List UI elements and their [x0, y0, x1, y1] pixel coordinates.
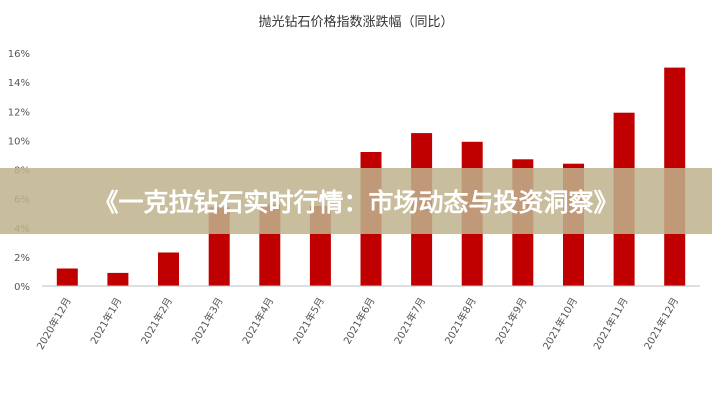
x-tick-label: 2021年7月 [391, 295, 428, 346]
x-tick-label: 2020年12月 [34, 295, 74, 352]
y-tick-label: 0% [14, 282, 30, 293]
x-tick-label: 2021年11月 [590, 295, 630, 352]
bar [107, 272, 129, 286]
x-axis-ticks: 2020年12月 2021年1月 2021年2月 2021年3月 2021年4月 2021… [34, 295, 682, 352]
bar [158, 252, 179, 286]
x-tick-label: 2021年12月 [641, 295, 681, 352]
x-tick-label: 2021年10月 [540, 295, 580, 352]
x-tick-label: 2021年3月 [189, 295, 226, 346]
y-tick-label: 2% [14, 253, 30, 264]
x-tick-label: 2021年4月 [239, 295, 276, 346]
x-tick-label: 2021年2月 [138, 295, 175, 346]
bar [56, 268, 78, 286]
x-tick-label: 2021年8月 [442, 295, 479, 346]
x-tick-label: 2021年9月 [492, 295, 529, 346]
x-tick-label: 2021年6月 [340, 295, 377, 346]
chart-title: 抛光钻石价格指数涨跌幅（同比） [258, 14, 453, 30]
y-tick-label: 16% [8, 49, 30, 60]
y-tick-label: 10% [8, 136, 30, 147]
y-tick-label: 14% [8, 78, 30, 89]
x-tick-label: 2021年5月 [290, 295, 327, 346]
y-tick-label: 12% [8, 107, 30, 118]
title-banner: 《一克拉钻石实时行情：市场动态与投资洞察》 [0, 168, 712, 234]
x-tick-label: 2021年1月 [87, 295, 124, 346]
banner-text: 《一克拉钻石实时行情：市场动态与投资洞察》 [93, 188, 619, 217]
